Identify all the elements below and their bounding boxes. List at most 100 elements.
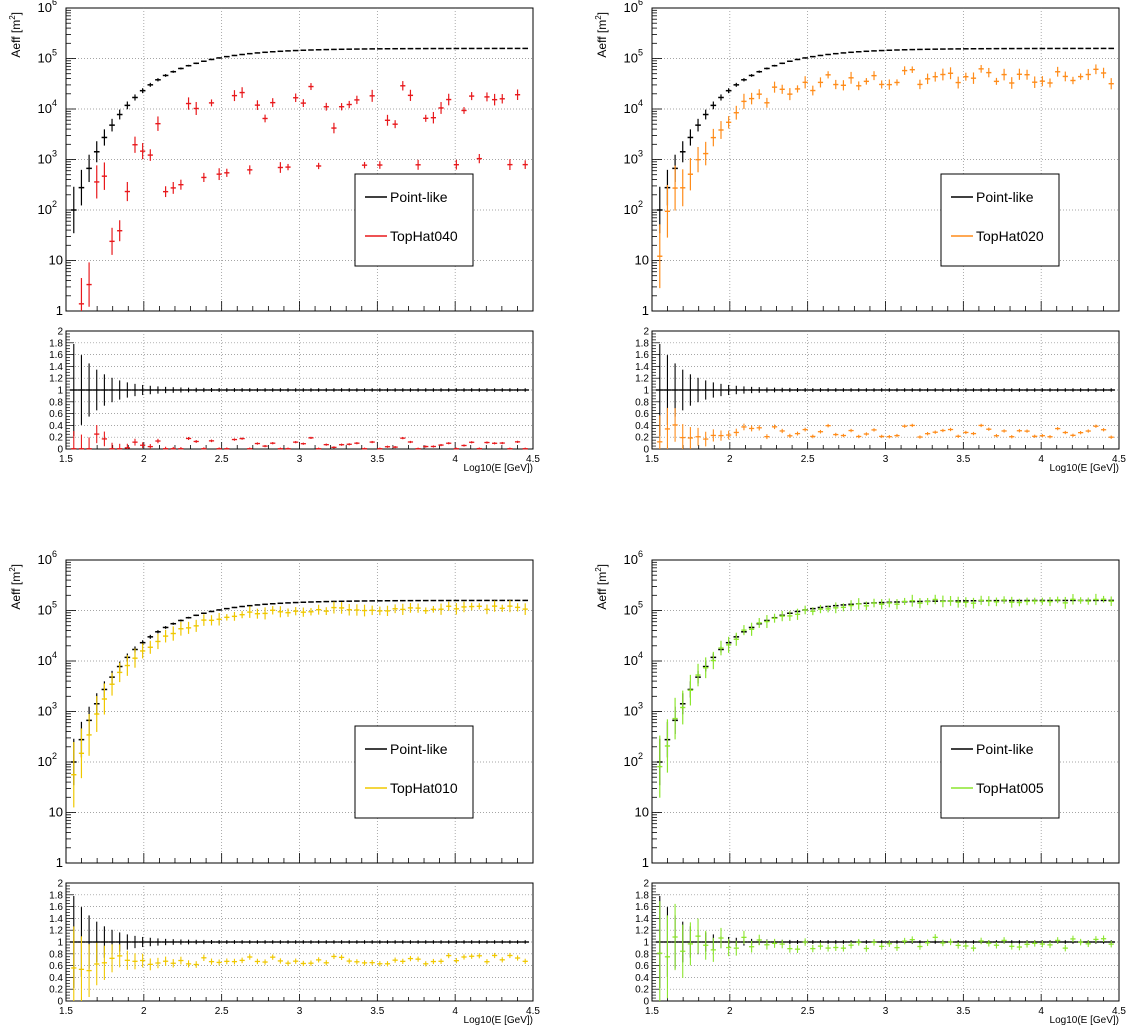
ratio-x-tick-label: 1.5 <box>645 454 659 465</box>
x-axis-title: Log10(E [GeV]) <box>1050 1015 1119 1026</box>
ratio-point-like <box>655 895 1116 989</box>
series-tophat020 <box>657 64 1114 289</box>
ratio-x-tick-label: 3 <box>297 454 303 465</box>
legend-label: TopHat040 <box>390 228 458 244</box>
ratio-tophat040 <box>71 425 528 450</box>
main-y-tick-label: 105 <box>624 48 643 66</box>
legend-box <box>940 725 1060 819</box>
ratio-point-like <box>69 895 530 989</box>
ratio-x-tick-label: 2.5 <box>801 1006 815 1017</box>
ratio-y-tick-label: 0 <box>643 997 649 1008</box>
legend-label: TopHat010 <box>390 780 458 796</box>
ratio-y-tick-label: 0 <box>57 997 63 1008</box>
ratio-y-tick-label: 1.6 <box>49 902 63 913</box>
ratio-x-tick-label: 4 <box>452 454 458 465</box>
main-y-tick-label: 105 <box>38 48 57 66</box>
y-axis-title: Aeff [m2] <box>8 12 23 58</box>
legend: Point-like TopHat040 <box>354 173 474 267</box>
ratio-tophat010 <box>71 926 528 1001</box>
ratio-tophat020 <box>657 407 1114 449</box>
ratio-y-tick-label: 0.6 <box>49 961 63 972</box>
main-y-tick-label: 105 <box>624 600 643 618</box>
legend-label: Point-like <box>976 741 1034 757</box>
series-tophat010 <box>71 600 528 808</box>
main-y-tick-label: 106 <box>38 549 57 567</box>
ratio-y-tick-label: 1 <box>643 938 649 949</box>
ratio-y-tick-label: 1.2 <box>635 926 649 937</box>
main-y-tick-label: 104 <box>624 98 643 116</box>
main-y-tick-label: 102 <box>38 751 57 769</box>
ratio-y-tick-label: 0.8 <box>635 397 649 408</box>
ratio-x-tick-label: 1.5 <box>59 1006 73 1017</box>
ratio-y-tick-label: 0.8 <box>49 949 63 960</box>
ratio-y-tick-label: 0 <box>57 445 63 456</box>
main-y-tick-label: 10 <box>49 805 63 820</box>
ratio-y-tick-label: 0.8 <box>635 949 649 960</box>
ratio-x-tick-label: 4 <box>452 1006 458 1017</box>
ratio-x-tick-label: 2 <box>727 454 733 465</box>
ratio-y-tick-label: 1 <box>57 386 63 397</box>
x-axis-title: Log10(E [GeV]) <box>464 463 533 474</box>
ratio-y-tick-label: 1.2 <box>635 374 649 385</box>
chart-panel-4: 1 10 102 103 104 105 106 1.5 2 2.5 3 3.5 4 4.5 00.20.4… <box>594 549 1126 1026</box>
x-axis-title: Log10(E [GeV]) <box>1050 463 1119 474</box>
series-tophat040 <box>78 81 528 311</box>
ratio-y-tick-label: 1.8 <box>49 338 63 349</box>
legend: Point-like TopHat010 <box>354 725 474 819</box>
main-y-tick-label: 1 <box>56 855 63 870</box>
main-y-tick-label: 104 <box>624 650 643 668</box>
ratio-y-tick-label: 2 <box>643 879 649 890</box>
main-y-tick-label: 106 <box>624 549 643 567</box>
main-y-tick-label: 10 <box>635 805 649 820</box>
ratio-y-tick-label: 1.2 <box>49 926 63 937</box>
ratio-x-tick-label: 2 <box>141 1006 147 1017</box>
chart-panel-1: 1 10 102 103 104 105 106 1.5 2 2.5 3 3.5 4 4.5 00.20.4… <box>8 0 540 474</box>
ratio-x-tick-label: 3.5 <box>370 1006 384 1017</box>
main-y-tick-label: 10 <box>49 253 63 268</box>
ratio-x-tick-label: 2 <box>141 454 147 465</box>
y-axis-title: Aeff [m2] <box>8 564 23 610</box>
main-y-tick-label: 106 <box>38 0 57 15</box>
chart-panel-2: 1 10 102 103 104 105 106 1.5 2 2.5 3 3.5 4 4.5 00.20.4… <box>594 0 1126 474</box>
ratio-y-tick-label: 1.6 <box>635 902 649 913</box>
main-y-tick-label: 105 <box>38 600 57 618</box>
ratio-y-tick-label: 0.8 <box>49 397 63 408</box>
ratio-y-tick-label: 0.6 <box>49 409 63 420</box>
ratio-x-tick-label: 2.5 <box>215 1006 229 1017</box>
main-y-tick-label: 103 <box>624 701 643 719</box>
legend-label: Point-like <box>390 189 448 205</box>
ratio-point-like <box>69 343 530 437</box>
main-y-tick-label: 1 <box>642 855 649 870</box>
legend: Point-like TopHat005 <box>940 725 1060 819</box>
ratio-y-tick-label: 1.4 <box>49 362 63 373</box>
ratio-y-tick-label: 0.6 <box>635 961 649 972</box>
ratio-x-tick-label: 2 <box>727 1006 733 1017</box>
main-y-tick-label: 102 <box>624 199 643 217</box>
main-y-tick-label: 1 <box>56 303 63 318</box>
legend-box <box>354 173 474 267</box>
legend-label: Point-like <box>976 189 1034 205</box>
ratio-y-tick-label: 1.6 <box>49 350 63 361</box>
ratio-y-tick-label: 0.4 <box>635 421 649 432</box>
ratio-y-tick-label: 0.2 <box>49 433 63 444</box>
ratio-y-tick-label: 0.2 <box>635 433 649 444</box>
ratio-y-tick-label: 1.4 <box>49 914 63 925</box>
ratio-y-tick-label: 0.2 <box>635 985 649 996</box>
ratio-x-tick-label: 3.5 <box>956 454 970 465</box>
main-y-tick-label: 106 <box>624 0 643 15</box>
ratio-y-tick-label: 0.2 <box>49 985 63 996</box>
main-y-tick-label: 102 <box>38 199 57 217</box>
ratio-y-tick-label: 1.8 <box>635 890 649 901</box>
ratio-y-tick-label: 2 <box>643 327 649 338</box>
ratio-x-tick-label: 2.5 <box>801 454 815 465</box>
ratio-tophat005 <box>657 901 1114 1001</box>
y-axis-title: Aeff [m2] <box>594 564 609 610</box>
main-y-tick-label: 104 <box>38 650 57 668</box>
ratio-y-tick-label: 2 <box>57 327 63 338</box>
ratio-y-tick-label: 1.4 <box>635 914 649 925</box>
ratio-y-tick-label: 1.8 <box>635 338 649 349</box>
ratio-y-tick-label: 1 <box>57 938 63 949</box>
series-point-like <box>70 47 529 234</box>
